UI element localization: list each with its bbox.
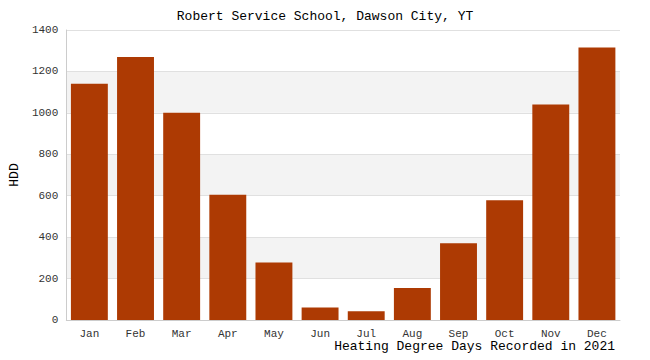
svg-text:400: 400 <box>38 231 58 243</box>
svg-text:Heating Degree Days Recorded i: Heating Degree Days Recorded in 2021 <box>334 339 615 354</box>
svg-text:Mar: Mar <box>172 328 192 340</box>
svg-text:May: May <box>264 328 284 340</box>
svg-text:200: 200 <box>38 273 58 285</box>
svg-text:Jul: Jul <box>356 328 376 340</box>
svg-text:1200: 1200 <box>32 65 58 77</box>
svg-text:Nov: Nov <box>541 328 561 340</box>
svg-text:1400: 1400 <box>32 24 58 36</box>
svg-text:Jan: Jan <box>79 328 99 340</box>
svg-text:Aug: Aug <box>402 328 422 340</box>
svg-text:0: 0 <box>52 314 59 326</box>
svg-text:Dec: Dec <box>587 328 607 340</box>
svg-text:HDD: HDD <box>7 163 22 187</box>
svg-text:Oct: Oct <box>495 328 515 340</box>
svg-text:Jun: Jun <box>310 328 330 340</box>
svg-text:Feb: Feb <box>126 328 146 340</box>
svg-text:Robert Service School, Dawson: Robert Service School, Dawson City, YT <box>177 9 474 24</box>
svg-text:Apr: Apr <box>218 328 238 340</box>
svg-text:Sep: Sep <box>449 328 469 340</box>
svg-text:1000: 1000 <box>32 107 58 119</box>
svg-text:800: 800 <box>38 148 58 160</box>
svg-text:600: 600 <box>38 190 58 202</box>
